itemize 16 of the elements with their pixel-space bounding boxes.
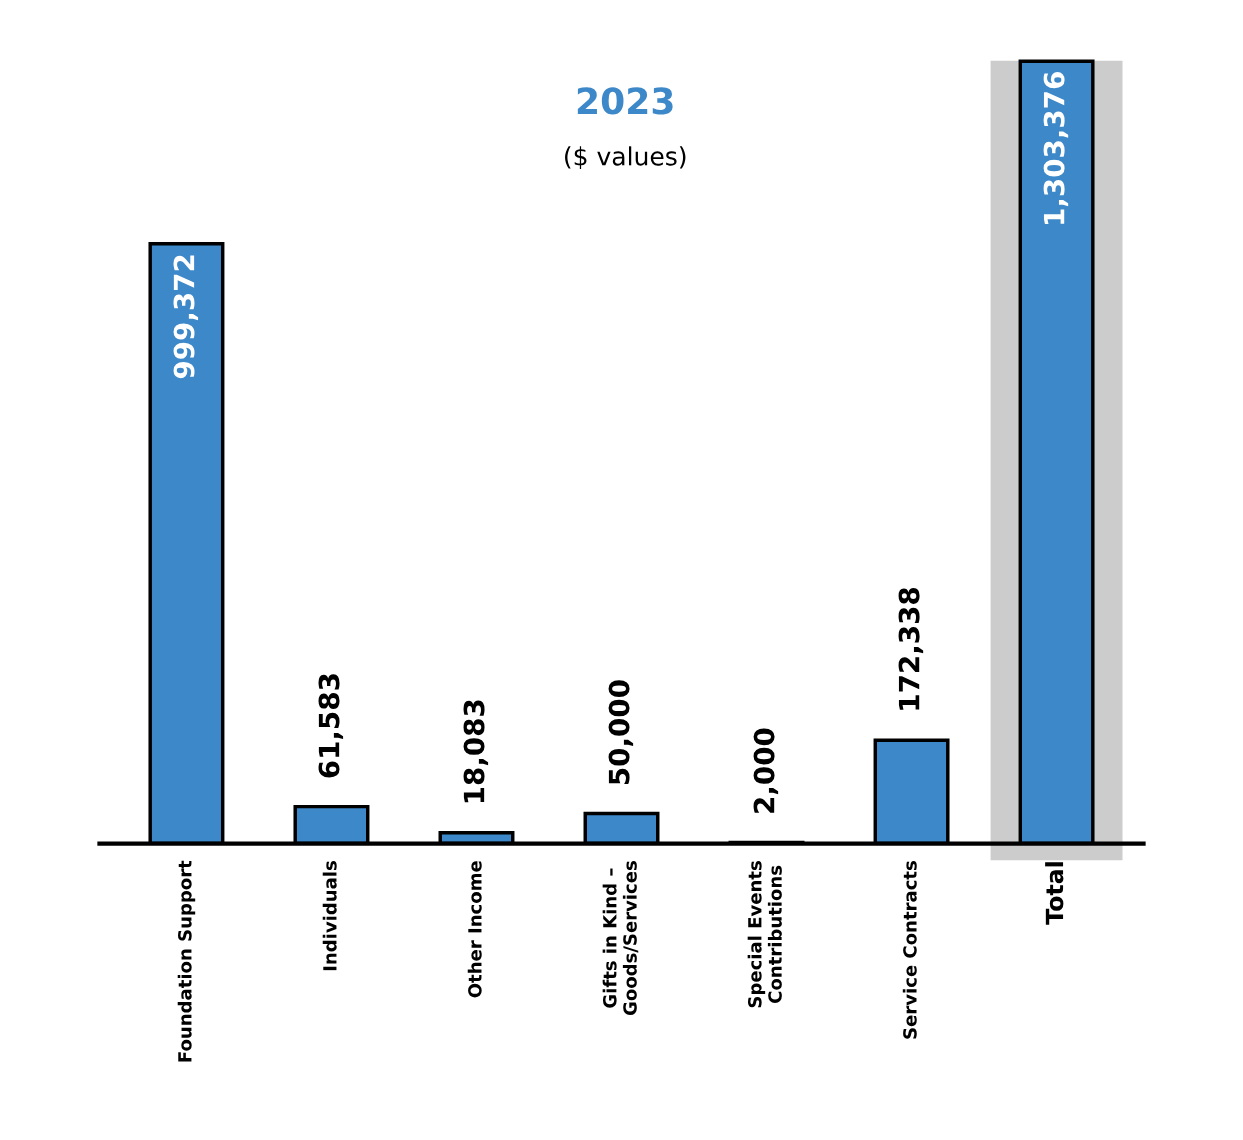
text: ($ values) [565,146,686,169]
data-label: 2,000 [753,728,779,813]
x-tick-label: Special Events Contributions [747,861,782,1008]
data-label: 172,338 [898,587,924,710]
x-tick-label: Gifts in Kind – Goods/Services [602,861,639,1016]
data-label: 1,303,376 [1043,72,1069,224]
x-tick-label: Total [1045,862,1064,925]
text: 2023 [577,87,673,115]
x-tick-label: Foundation Support [177,860,196,1062]
x-tick-label: Service Contracts [902,861,917,1039]
data-label: 61,583 [318,674,344,778]
data-label: 999,372 [173,255,199,379]
data-label: 18,083 [463,700,489,803]
x-tick-label: Other Income [467,861,482,998]
data-label: 50,000 [608,680,634,785]
x-tick-label: Individuals [322,861,337,971]
